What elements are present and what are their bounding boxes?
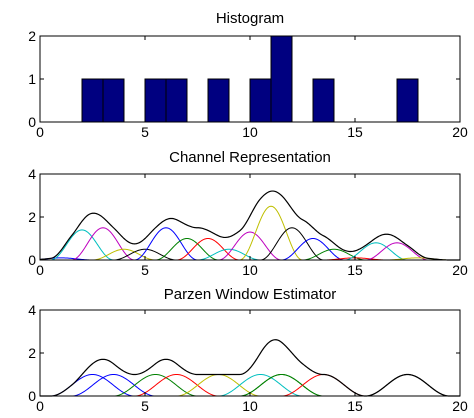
histogram-bar-2	[144, 78, 167, 123]
histogram-xtick-label-2: 10	[242, 124, 258, 140]
channel-representation-title: Channel Representation	[169, 149, 331, 166]
channel-representation-xtick-label-1: 5	[141, 262, 149, 278]
histogram-bar-7	[312, 78, 335, 123]
channel-representation-ytick-label-2: 4	[28, 166, 36, 182]
channel-representation-panel: Channel Representation 0 5 10 15 20 0 2 4	[28, 149, 468, 278]
channel-representation-xtick-label-4: 20	[452, 262, 468, 278]
channel-representation-ytick-label-0: 0	[28, 252, 36, 268]
histogram-title: Histogram	[216, 10, 284, 27]
channel-representation-xtick-label-0: 0	[36, 262, 44, 278]
parzen-window-panel: Parzen Window Estimator 0 5 10 15 20 0 2 4	[28, 286, 468, 414]
histogram-ytick-label-2: 2	[28, 28, 36, 44]
parzen-window-xtick-label-2: 10	[242, 398, 258, 414]
parzen-window-xtick-label-0: 0	[36, 398, 44, 414]
histogram-bar-5	[249, 78, 272, 123]
parzen-window-xtick-label-4: 20	[452, 398, 468, 414]
parzen-window-ytick-label-2: 4	[28, 302, 36, 318]
parzen-window-axes-box	[39, 309, 461, 397]
histogram-xtick-label-1: 5	[141, 124, 149, 140]
channel-representation-xtick-label-2: 10	[242, 262, 258, 278]
parzen-window-ytick-label-1: 2	[28, 345, 36, 361]
histogram-bar-8	[396, 78, 419, 123]
histogram-bar-1	[102, 78, 125, 123]
histogram-bar-6	[270, 35, 293, 123]
channel-representation-sum-curve	[39, 190, 460, 261]
histogram-bar-4	[207, 78, 230, 123]
parzen-window-sum-curve	[40, 339, 460, 397]
histogram-xtick-label-3: 15	[347, 124, 363, 140]
parzen-window-xtick-label-3: 15	[347, 398, 363, 414]
histogram-xtick-label-0: 0	[36, 124, 44, 140]
histogram-panel: Histogram 0 5 10 15 20 0 1 2	[28, 10, 468, 140]
histogram-bar-0	[81, 78, 104, 123]
histogram-xtick-label-4: 20	[452, 124, 468, 140]
channel-representation-ytick-label-1: 2	[28, 209, 36, 225]
parzen-window-ytick-label-0: 0	[28, 388, 36, 404]
parzen-window-title: Parzen Window Estimator	[164, 286, 337, 303]
histogram-bar-3	[165, 78, 188, 123]
parzen-window-xtick-label-1: 5	[141, 398, 149, 414]
histogram-ytick-label-0: 0	[28, 114, 36, 130]
channel-representation-xtick-label-3: 15	[347, 262, 363, 278]
histogram-ytick-label-1: 1	[28, 71, 36, 87]
